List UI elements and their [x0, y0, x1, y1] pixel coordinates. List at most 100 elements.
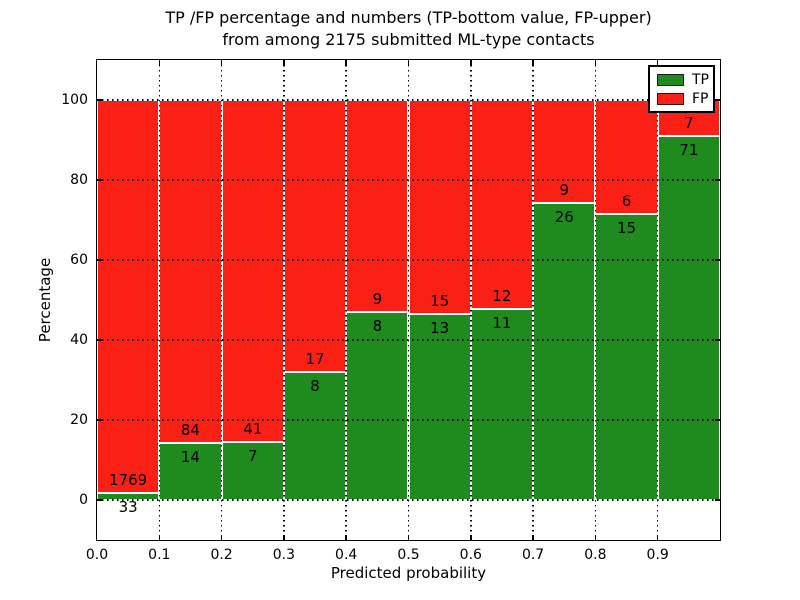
v-gridline: [532, 60, 534, 540]
x-tick-mark: [656, 535, 659, 540]
fp-count-label: 9: [372, 289, 383, 308]
y-tick-mark: [715, 179, 720, 181]
y-tick-label: 0: [79, 492, 88, 508]
x-tick-mark: [158, 535, 161, 540]
y-tick-label: 100: [61, 92, 88, 108]
y-tick-mark: [715, 499, 720, 501]
fp-bar-segment: [346, 100, 409, 312]
y-tick-mark: [97, 339, 102, 341]
x-tick-mark: [470, 60, 472, 65]
tp-count-label: 13: [430, 319, 450, 338]
legend: TP FP: [648, 65, 715, 113]
x-tick-mark: [283, 535, 285, 540]
fp-count-label: 17: [305, 350, 325, 368]
x-tick-label: 0.3: [272, 547, 296, 563]
x-tick-label: 0.5: [397, 547, 420, 563]
tp-count-label: 14: [180, 447, 200, 466]
x-tick-label: 0.7: [521, 547, 545, 563]
plot-area: TP FP 1769 33 84 14 41 7 17 8 9 8 15 13 12 11 9 26 6 15 7 7…: [96, 59, 721, 541]
tp-legend-label: TP: [692, 71, 709, 88]
y-tick-label: 20: [70, 412, 88, 428]
fp-bar-segment: [595, 100, 658, 215]
x-tick-label: 0.1: [148, 547, 171, 563]
fp-bar-segment: [221, 100, 284, 442]
tp-legend-swatch: [657, 73, 684, 86]
tp-count-label: 26: [554, 207, 574, 226]
fp-bar-segment: [283, 100, 347, 372]
fp-bar-segment: [159, 100, 222, 443]
tp-count-label: 8: [372, 316, 383, 335]
y-tick-mark: [97, 499, 102, 501]
v-gridline: [345, 60, 347, 540]
y-tick-label: 80: [70, 172, 88, 188]
fp-bar-segment: [97, 100, 160, 493]
fp-count-label: 12: [492, 286, 512, 305]
x-tick-mark: [407, 60, 410, 65]
fp-count-label: 15: [430, 292, 450, 311]
v-gridline: [158, 60, 161, 540]
x-tick-mark: [220, 535, 223, 540]
x-tick-mark: [594, 535, 597, 540]
v-gridline: [407, 60, 410, 540]
x-tick-mark: [532, 535, 534, 540]
x-tick-mark: [407, 535, 410, 540]
x-tick-mark: [158, 60, 161, 65]
chart-title-line1: TP /FP percentage and numbers (TP-bottom…: [165, 8, 652, 27]
x-axis-label: Predicted probability: [330, 564, 487, 582]
y-tick-mark: [97, 259, 102, 261]
fp-count-label: 1769: [109, 470, 148, 489]
fp-count-label: 41: [243, 419, 263, 438]
x-tick-mark: [594, 60, 597, 65]
x-tick-label: 0.4: [335, 547, 358, 563]
fp-count-label: 6: [621, 192, 632, 211]
tp-bar-segment: [595, 214, 658, 500]
v-gridline: [470, 60, 472, 540]
tp-bar-segment: [470, 308, 534, 500]
tp-count-label: 33: [118, 497, 138, 516]
x-tick-mark: [345, 535, 347, 540]
tp-bar-segment: [657, 135, 720, 500]
v-gridline: [220, 60, 223, 540]
y-tick-label: 40: [70, 332, 88, 348]
v-gridline: [656, 60, 659, 540]
tp-count-label: 71: [679, 140, 699, 159]
x-tick-mark: [345, 60, 347, 65]
x-tick-mark: [470, 535, 472, 540]
tp-count-label: 7: [247, 446, 258, 465]
x-tick-label: 0.2: [210, 547, 233, 563]
fp-legend-label: FP: [692, 90, 709, 107]
y-tick-label: 60: [70, 252, 88, 268]
x-tick-label: 0.0: [85, 547, 109, 563]
x-tick-mark: [532, 60, 534, 65]
y-tick-mark: [715, 99, 720, 101]
fp-count-label: 84: [180, 420, 200, 439]
x-tick-label: 0.6: [459, 547, 482, 563]
tp-bar-segment: [408, 314, 471, 500]
x-tick-label: 0.8: [584, 547, 607, 563]
x-tick-label: 0.9: [646, 547, 669, 563]
fp-count-label: 7: [684, 113, 694, 132]
y-tick-mark: [97, 179, 102, 181]
y-tick-mark: [715, 259, 720, 261]
fp-legend-swatch: [657, 92, 684, 105]
chart-title: TP /FP percentage and numbers (TP-bottom…: [97, 7, 720, 51]
y-tick-mark: [97, 419, 102, 421]
x-tick-mark: [283, 60, 285, 65]
y-tick-mark: [715, 419, 720, 421]
tp-count-label: 15: [617, 219, 637, 238]
legend-entry-tp: TP: [657, 70, 713, 89]
y-axis-label: Percentage: [36, 257, 54, 343]
y-tick-mark: [715, 339, 720, 341]
x-tick-mark: [656, 60, 659, 65]
v-gridline: [283, 60, 285, 540]
chart-title-line2: from among 2175 submitted ML-type contac…: [222, 30, 595, 49]
fp-bar-segment: [470, 100, 534, 309]
x-tick-mark: [220, 60, 223, 65]
fp-count-label: 9: [559, 180, 570, 199]
y-tick-mark: [97, 99, 102, 101]
tp-count-label: 11: [492, 313, 512, 332]
tp-bar-segment: [533, 202, 596, 500]
tp-count-label: 8: [310, 377, 320, 395]
v-gridline: [594, 60, 597, 540]
